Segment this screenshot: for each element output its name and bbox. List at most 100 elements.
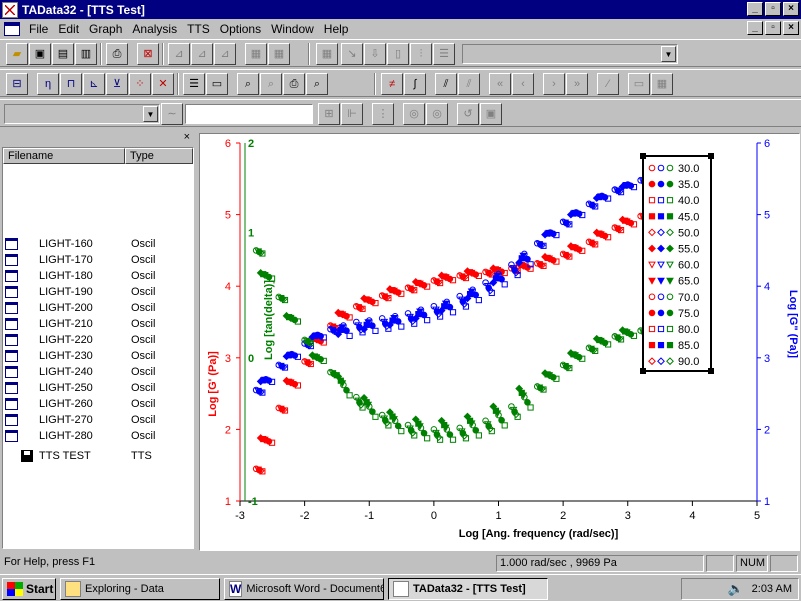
export-icon[interactable]: ▥ bbox=[75, 43, 97, 65]
panel-close-icon[interactable]: × bbox=[183, 131, 190, 143]
toolbar-dropdown[interactable]: ▼ bbox=[462, 44, 678, 64]
blank-icon[interactable]: ▭ bbox=[628, 73, 650, 95]
save-icon[interactable]: ▣ bbox=[29, 43, 51, 65]
list-item[interactable]: LIGHT-280 Oscil bbox=[3, 428, 193, 444]
list-icon[interactable]: ☰ bbox=[433, 43, 455, 65]
hatch-b-icon[interactable]: ⫽ bbox=[458, 73, 480, 95]
traffic-light-icon[interactable]: ⋮ bbox=[372, 103, 394, 125]
data-dropdown[interactable]: ▼ bbox=[4, 104, 160, 124]
analysis-icon[interactable]: ⊟ bbox=[6, 73, 28, 95]
document-icon[interactable] bbox=[4, 21, 20, 36]
tool-flow-icon[interactable]: ⊓ bbox=[60, 73, 82, 95]
plot-c-icon[interactable]: ⊿ bbox=[214, 43, 236, 65]
menu-edit[interactable]: Edit bbox=[58, 21, 80, 36]
doc-minimize-button[interactable]: _ bbox=[747, 21, 763, 35]
close-button[interactable]: × bbox=[783, 2, 799, 16]
list-item[interactable]: LIGHT-160 Oscil bbox=[3, 236, 193, 252]
list-item[interactable]: LIGHT-220 Oscil bbox=[3, 332, 193, 348]
menu-analysis[interactable]: Analysis bbox=[132, 21, 178, 36]
zoom-in-icon[interactable]: ⌕ bbox=[237, 73, 259, 95]
pie-a-icon[interactable]: ◎ bbox=[403, 103, 425, 125]
plot-b-icon[interactable]: ⊿ bbox=[191, 43, 213, 65]
chart-a-icon[interactable]: ⊞ bbox=[318, 103, 340, 125]
disk-icon[interactable]: ▣ bbox=[480, 103, 502, 125]
column-filename[interactable]: Filename bbox=[3, 148, 125, 164]
last-icon[interactable]: » bbox=[566, 73, 588, 95]
tool-n-icon[interactable]: η bbox=[37, 73, 59, 95]
slope-icon[interactable]: ⁄ bbox=[597, 73, 619, 95]
task-exploring[interactable]: Exploring - Data bbox=[60, 578, 220, 600]
pie-b-icon[interactable]: ◎ bbox=[426, 103, 448, 125]
file-name: LIGHT-250 bbox=[39, 382, 93, 394]
list-item[interactable]: LIGHT-240 Oscil bbox=[3, 364, 193, 380]
zoom-out-icon[interactable]: ⌕ bbox=[260, 73, 282, 95]
minimize-button[interactable]: _ bbox=[747, 2, 763, 16]
list-item[interactable]: LIGHT-210 Oscil bbox=[3, 316, 193, 332]
first-icon[interactable]: « bbox=[489, 73, 511, 95]
hatch-a-icon[interactable]: ⫽ bbox=[435, 73, 457, 95]
thermometer-icon[interactable]: ⫶ bbox=[410, 43, 432, 65]
word-icon: W bbox=[229, 581, 243, 597]
zoom-print-icon[interactable]: ⎙ bbox=[283, 73, 305, 95]
grid-table-icon[interactable]: ▦ bbox=[651, 73, 673, 95]
next-icon[interactable]: › bbox=[543, 73, 565, 95]
speaker-icon[interactable]: 🔈 bbox=[727, 581, 744, 596]
maximize-button[interactable]: ▫ bbox=[765, 2, 781, 16]
menu-file[interactable]: File bbox=[29, 21, 49, 36]
tool-bars-icon[interactable]: ☰ bbox=[183, 73, 205, 95]
menu-help[interactable]: Help bbox=[323, 21, 349, 36]
chart-b-icon[interactable]: ⊩ bbox=[341, 103, 363, 125]
wave-icon[interactable]: ∼ bbox=[161, 103, 183, 125]
data-point-tan bbox=[449, 436, 457, 443]
data-point-gprime bbox=[527, 265, 534, 272]
data-point-gprime bbox=[622, 218, 631, 226]
tool-curve-icon[interactable]: ⊻ bbox=[106, 73, 128, 95]
tool-dots-icon[interactable]: ⁘ bbox=[129, 73, 151, 95]
chart-window[interactable]: -3 -2 -1 0 1 2 3 4 5 1 2 3 4 5 6 1 2 3 4 5 6 1 0 -1 2 Log [Ang. f… bbox=[199, 133, 800, 551]
data-input[interactable] bbox=[185, 104, 313, 124]
download-icon[interactable]: ⇩ bbox=[364, 43, 386, 65]
curve-fit-icon[interactable]: ∫ bbox=[404, 73, 426, 95]
grid-icon[interactable]: ▦ bbox=[316, 43, 338, 65]
table-a-icon[interactable]: ▦ bbox=[245, 43, 267, 65]
toolbar-main: ▰ ▣ ▤ ▥ ⎙ ⊠ ⊿ ⊿ ⊿ ▦ ▦ ▦ ↘ ⇩ ▯ ⫶ ☰ ▼ bbox=[0, 39, 801, 67]
tool-cross-icon[interactable]: ✕ bbox=[152, 73, 174, 95]
open-folder-icon[interactable]: ▰ bbox=[6, 43, 28, 65]
plot-a-icon[interactable]: ⊿ bbox=[168, 43, 190, 65]
list-item[interactable]: LIGHT-200 Oscil bbox=[3, 300, 193, 316]
tool-window-icon[interactable]: ▭ bbox=[206, 73, 228, 95]
list-item[interactable]: LIGHT-230 Oscil bbox=[3, 348, 193, 364]
line-fit-icon[interactable]: ≠ bbox=[381, 73, 403, 95]
doc-restore-button[interactable]: ▫ bbox=[765, 21, 781, 35]
graph-icon[interactable]: ⊠ bbox=[137, 43, 159, 65]
doc-close-button[interactable]: × bbox=[783, 21, 799, 35]
list-item[interactable]: LIGHT-270 Oscil bbox=[3, 412, 193, 428]
start-button[interactable]: Start bbox=[2, 578, 56, 600]
list-item-tts-test[interactable]: TTS TEST TTS bbox=[3, 448, 193, 464]
file-list[interactable]: Filename Type LIGHT-160 Oscil LIGHT-170 Osc… bbox=[2, 147, 194, 549]
task-word[interactable]: W Microsoft Word - Document6 bbox=[224, 578, 384, 600]
save-all-icon[interactable]: ▤ bbox=[52, 43, 74, 65]
list-item[interactable]: LIGHT-250 Oscil bbox=[3, 380, 193, 396]
print-icon[interactable]: ⎙ bbox=[106, 43, 128, 65]
list-item[interactable]: LIGHT-190 Oscil bbox=[3, 284, 193, 300]
list-item[interactable]: LIGHT-180 Oscil bbox=[3, 268, 193, 284]
zoom-reset-icon[interactable]: ⌕ bbox=[306, 73, 328, 95]
prev-icon[interactable]: ‹ bbox=[512, 73, 534, 95]
cursor-icon[interactable]: ↘ bbox=[341, 43, 363, 65]
menu-options[interactable]: Options bbox=[219, 21, 262, 36]
menu-graph[interactable]: Graph bbox=[89, 21, 123, 36]
task-tadata[interactable]: TAData32 - [TTS Test] bbox=[388, 578, 548, 600]
tool-plot-icon[interactable]: ⊾ bbox=[83, 73, 105, 95]
menu-tts[interactable]: TTS bbox=[187, 21, 210, 36]
menu-window[interactable]: Window bbox=[271, 21, 314, 36]
list-item[interactable]: LIGHT-170 Oscil bbox=[3, 252, 193, 268]
clipboard-icon[interactable]: ▯ bbox=[387, 43, 409, 65]
data-point-tan bbox=[328, 370, 337, 378]
table-b-icon[interactable]: ▦ bbox=[268, 43, 290, 65]
list-item[interactable]: LIGHT-260 Oscil bbox=[3, 396, 193, 412]
app-icon[interactable] bbox=[2, 1, 18, 18]
column-type[interactable]: Type bbox=[125, 148, 193, 164]
file-icon bbox=[5, 398, 18, 410]
refresh-icon[interactable]: ↺ bbox=[457, 103, 479, 125]
